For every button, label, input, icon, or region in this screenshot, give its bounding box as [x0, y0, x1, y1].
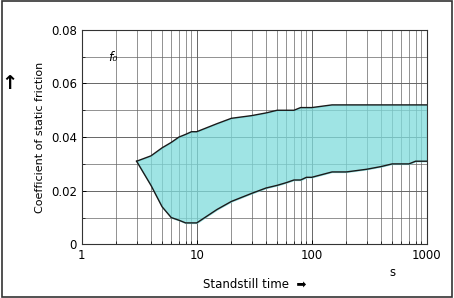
Text: ↑: ↑ — [1, 74, 17, 93]
Text: Standstill time  ➡: Standstill time ➡ — [202, 277, 306, 291]
Text: f₀: f₀ — [108, 51, 118, 64]
Y-axis label: Coefficient of static friction: Coefficient of static friction — [35, 61, 45, 213]
Text: s: s — [389, 266, 395, 279]
